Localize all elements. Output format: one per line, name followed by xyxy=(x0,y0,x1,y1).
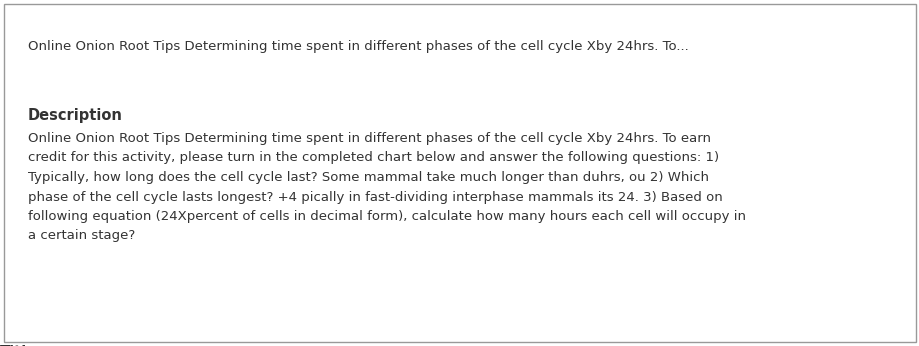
Text: Description: Description xyxy=(28,108,123,123)
Text: Online Onion Root Tips Determining time spent in different phases of the cell cy: Online Onion Root Tips Determining time … xyxy=(28,132,745,243)
Text: Title: Title xyxy=(0,345,38,346)
Text: Online Onion Root Tips Determining time spent in different phases of the cell cy: Online Onion Root Tips Determining time … xyxy=(28,40,688,53)
